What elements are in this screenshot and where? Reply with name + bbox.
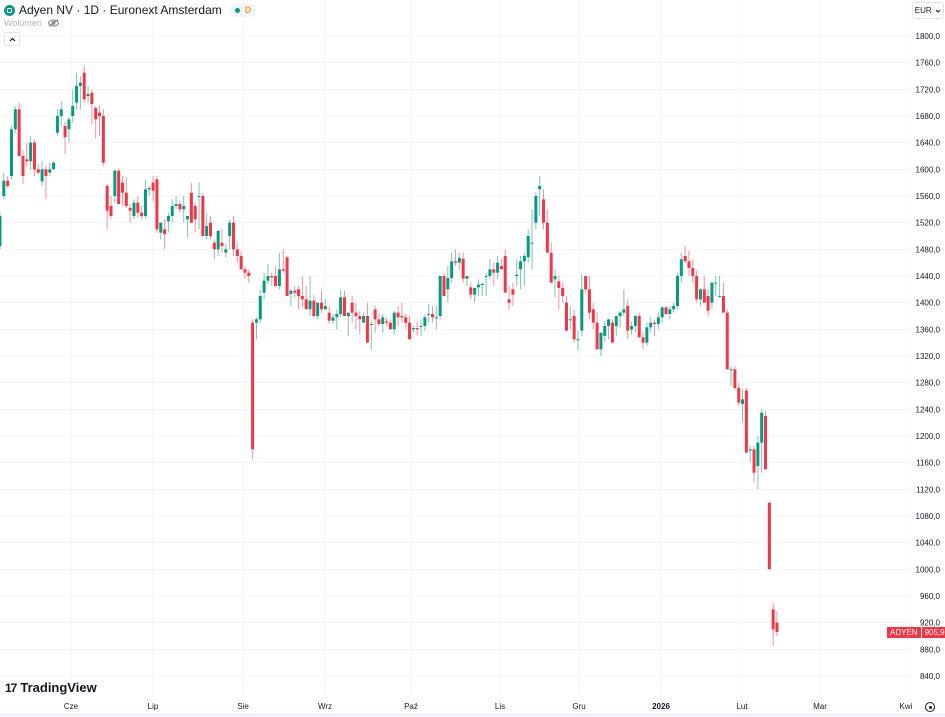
price-tick-label: 920,0 [920,619,941,628]
grid-lines [0,0,912,696]
price-tick-label: 1480,0 [916,245,941,254]
tradingview-logo[interactable]: 17 TradingView [5,680,97,695]
currency-label: EUR [914,6,932,15]
price-tick-label: 1240,0 [916,405,941,414]
volume-indicator-legend[interactable]: Wolumen [4,18,59,28]
price-tick-label: 1600,0 [916,165,941,174]
candlestick-series [0,66,779,646]
time-tick-label: Lut [736,702,748,711]
collapse-legend-button[interactable] [4,32,20,46]
tradingview-mark-icon: 17 [5,680,17,695]
price-tick-label: 1160,0 [916,459,940,468]
price-tick-label: 1680,0 [916,112,941,121]
time-tick-label: Lis [495,702,505,711]
price-tick-label: 1200,0 [916,432,941,441]
market-status-badge[interactable]: D [229,3,257,17]
data-delay-badge: D [244,5,252,15]
price-axis[interactable]: 1800,0 1760,0 1720,0 1680,0 1640,0 1600,0 1560… [916,32,941,681]
price-tick-label: 960,0 [920,592,941,601]
price-tag-symbol: ADYEN [887,627,921,638]
bottom-strip [0,713,945,717]
chevron-up-icon [9,37,15,41]
time-tick-label: Cze [64,702,79,711]
price-tick-label: 1400,0 [916,299,941,308]
time-tick-label: Kwi [900,702,913,711]
time-tick-label: Wrz [318,702,332,711]
price-tick-label: 1280,0 [916,379,941,388]
time-tick-label: Paź [404,702,418,711]
tradingview-wordmark: TradingView [20,680,97,695]
price-tick-label: 1520,0 [916,219,941,228]
price-tick-label: 1640,0 [916,139,941,148]
chart-settings-button[interactable] [925,702,935,712]
exchange-logo-icon [4,4,15,16]
market-open-dot-icon [234,7,240,13]
symbol-legend[interactable]: Adyen NV · 1D · Euronext Amsterdam D [4,3,257,17]
price-tick-label: 1440,0 [916,272,941,281]
price-tick-label: 1080,0 [916,512,941,521]
price-tick-label: 1560,0 [916,192,941,201]
price-tick-label: 840,0 [920,672,941,681]
price-tick-label: 880,0 [920,645,941,654]
price-tick-label: 1040,0 [916,539,941,548]
time-tick-label: Lip [148,702,159,711]
price-tick-label: 1760,0 [916,59,941,68]
symbol-title: Adyen NV · 1D · Euronext Amsterdam [19,3,222,17]
price-tick-label: 1120,0 [916,485,940,494]
time-tick-label: Gru [572,702,585,711]
price-tick-label: 1720,0 [916,85,941,94]
volume-label: Wolumen [4,18,42,28]
eye-hidden-icon[interactable] [48,19,59,27]
currency-selector[interactable]: EUR [912,2,944,19]
time-tick-label: Mar [813,702,827,711]
price-tick-label: 1000,0 [916,565,941,574]
price-tick-label: 1360,0 [916,325,941,334]
price-tick-label: 1800,0 [916,32,941,41]
settings-icon [928,705,932,709]
time-tick-label: Sie [237,702,249,711]
chevron-down-icon [935,9,941,13]
price-tick-label: 1320,0 [916,352,941,361]
time-tick-label: 2026 [652,702,670,711]
price-tag-value: 905,9 [921,627,945,638]
time-axis[interactable]: Cze Lip Sie Wrz Paź Lis Gru 2026 Lut Mar Kwi [64,702,913,711]
last-price-label: ADYEN 905,9 [887,627,945,638]
